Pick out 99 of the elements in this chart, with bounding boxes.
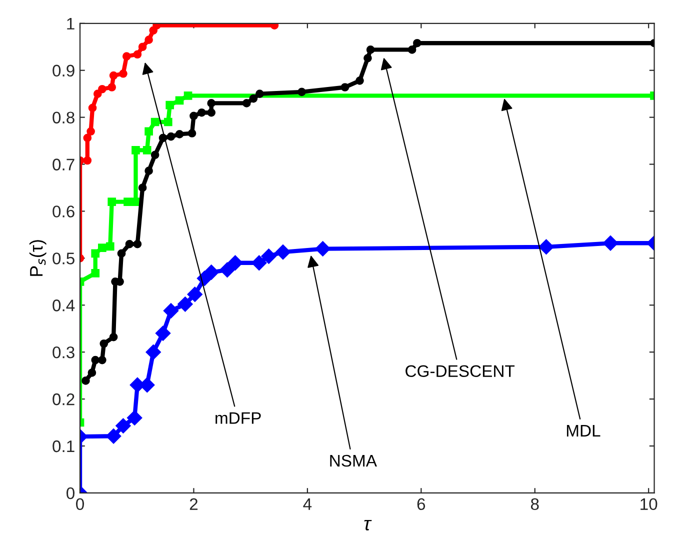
x-tick-label: 10	[640, 498, 658, 510]
point	[100, 339, 108, 348]
point	[98, 356, 106, 364]
point	[207, 108, 216, 117]
point	[82, 376, 90, 385]
point	[178, 296, 193, 312]
point	[144, 36, 153, 44]
point	[117, 249, 126, 258]
point	[164, 118, 172, 126]
point	[184, 92, 192, 100]
point	[93, 90, 102, 98]
point	[83, 134, 92, 142]
point	[91, 356, 100, 364]
point	[83, 156, 92, 165]
y-tick-label: 0	[66, 487, 74, 500]
point	[408, 46, 416, 54]
point	[108, 198, 116, 206]
point	[133, 240, 142, 248]
point	[188, 129, 196, 138]
point	[109, 332, 118, 342]
point	[88, 104, 97, 112]
y-tick-label: 0.9	[52, 64, 74, 77]
x-tick-label: 6	[417, 498, 426, 510]
point	[138, 184, 147, 192]
point	[127, 410, 142, 426]
point	[175, 96, 184, 105]
point	[175, 130, 184, 138]
point	[356, 76, 364, 85]
y-tick-label: 0.1	[52, 440, 74, 452]
point	[124, 198, 132, 206]
point	[144, 166, 153, 175]
point	[252, 255, 267, 270]
y-tick-label: 0.3	[52, 346, 74, 358]
point	[116, 418, 131, 434]
point	[142, 146, 152, 154]
point	[207, 99, 216, 108]
point	[166, 132, 176, 141]
point	[249, 94, 258, 103]
point	[146, 344, 161, 360]
point	[138, 42, 147, 52]
point	[256, 90, 264, 98]
x-tick-label: 8	[530, 498, 539, 510]
point	[144, 127, 153, 136]
point	[86, 127, 95, 136]
point	[220, 262, 235, 278]
annotation: NSMA	[330, 454, 377, 467]
y-tick-label: 0.6	[52, 206, 74, 218]
point	[538, 239, 554, 254]
point	[91, 249, 100, 258]
point	[132, 198, 140, 206]
annotation: mDFP	[216, 412, 261, 424]
point	[270, 23, 279, 30]
y-tick-label: 0.7	[52, 158, 74, 170]
point	[602, 236, 618, 251]
point	[98, 244, 106, 252]
point	[166, 100, 174, 110]
x-tick-label: 4	[303, 498, 312, 510]
point	[261, 248, 276, 264]
point	[88, 368, 96, 377]
point	[298, 88, 306, 96]
y-tick-label: 1	[67, 18, 74, 30]
point	[204, 264, 219, 280]
point	[198, 108, 206, 117]
point	[163, 303, 179, 318]
annotation: MDL	[566, 425, 600, 436]
x-tick-label: 2	[190, 498, 198, 510]
annotation: CG-DESCENT	[406, 365, 515, 377]
point	[98, 84, 106, 94]
y-tick-label: 0.4	[52, 300, 75, 312]
point	[413, 38, 422, 48]
point	[133, 50, 142, 59]
point	[150, 118, 160, 126]
point	[366, 46, 375, 54]
point	[108, 83, 116, 92]
point	[122, 52, 131, 60]
point	[190, 112, 198, 120]
point	[125, 240, 134, 248]
point	[106, 242, 114, 251]
y-axis-title: P$_{s}$(τ)	[29, 240, 46, 276]
x-axis-title: τ	[364, 520, 372, 530]
point	[106, 428, 122, 444]
point	[132, 146, 140, 154]
point	[340, 83, 350, 92]
point	[152, 23, 161, 30]
y-tick-label: 0.2	[52, 393, 74, 406]
point	[228, 255, 243, 270]
point	[91, 269, 100, 278]
point	[119, 69, 128, 78]
x-tick-label: 0	[76, 498, 84, 510]
point	[242, 99, 251, 108]
point	[155, 326, 171, 341]
point	[275, 244, 291, 260]
point	[187, 286, 202, 302]
point	[150, 150, 160, 160]
y-tick-label: 0.5	[52, 252, 74, 264]
point	[109, 71, 118, 80]
y-tick-label: 0.8	[52, 112, 74, 124]
point	[315, 241, 330, 256]
point	[364, 54, 372, 62]
